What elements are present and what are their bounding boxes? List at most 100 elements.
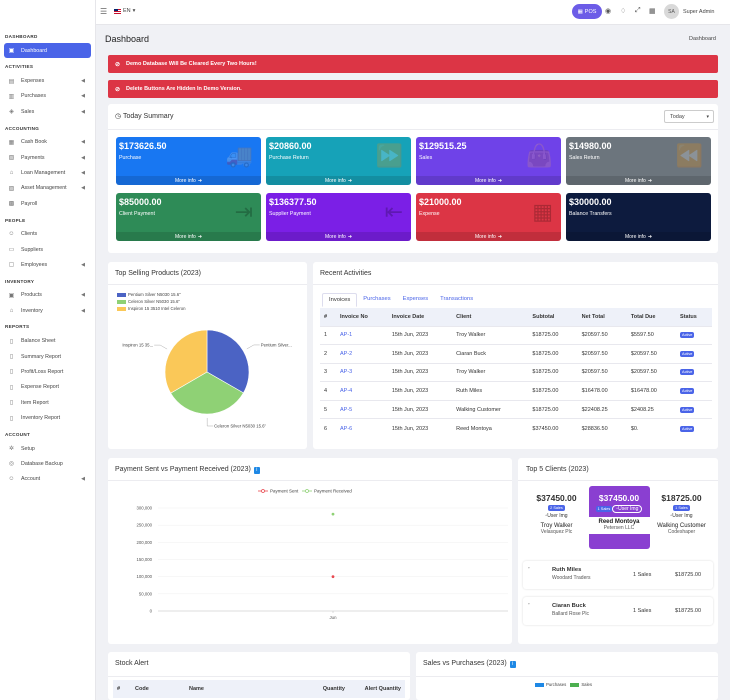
pie-legend-item[interactable]: Celeron Silver N5030 15.6": [117, 299, 186, 304]
sidebar-item-loan-management[interactable]: ⌂ Loan Management ◀: [0, 165, 95, 180]
payments-legend-payment-received[interactable]: Payment Received: [302, 489, 352, 494]
pie-slice-1[interactable]: [206, 329, 250, 394]
tab-transactions[interactable]: Transactions: [440, 296, 474, 302]
stat-value: $14980.00: [569, 141, 612, 151]
payments-legend-payment-sent[interactable]: Payment Sent: [258, 489, 299, 494]
sidebar-item-database-backup[interactable]: ◎ Database Backup: [0, 456, 95, 471]
sidebar-item-account[interactable]: ☺ Account ◀: [0, 472, 95, 487]
pie-slice-2[interactable]: [170, 371, 244, 415]
table-row[interactable]: 5 AP-5 15th Jun, 2023 Walking Customer $1872…: [320, 399, 712, 419]
hamburger-menu-icon[interactable]: ☰: [100, 7, 108, 16]
pie-legend-item[interactable]: Inspiron 15 3510 Intel Celeron: [117, 306, 186, 311]
fullscreen-icon[interactable]: ⤢: [635, 7, 641, 14]
language-selector[interactable]: EN ▾: [114, 8, 135, 14]
data-point-payment-sent[interactable]: [331, 575, 335, 579]
sidebar-item-setup[interactable]: ✲ Setup: [0, 441, 95, 456]
book-icon: ▦: [8, 139, 15, 146]
table-row[interactable]: 2 AP-2 15th Jun, 2023 Ciaran Buck $18725.00 $…: [320, 344, 712, 364]
sidebar-item-dashboard[interactable]: ▣ Dashboard: [4, 43, 91, 59]
more-info-link[interactable]: More info ➜: [266, 176, 411, 185]
breadcrumb[interactable]: Dashboard: [689, 36, 716, 42]
sidebar-item-clients[interactable]: ☺ Clients: [0, 227, 95, 242]
more-info-link[interactable]: More info ➜: [116, 176, 261, 185]
table-cell[interactable]: AP-2: [336, 344, 388, 364]
table-cell[interactable]: AP-5: [336, 399, 388, 419]
payments-chart: Payment Sent Payment Received 300,000 250,0…: [136, 489, 508, 620]
table-cell: $18725.00: [528, 362, 578, 382]
sidebar-item-item-report[interactable]: ▯ Item Report: [0, 395, 95, 410]
client-company: Codeshaper: [667, 529, 696, 535]
data-point-payment-received[interactable]: [331, 512, 335, 516]
more-info-link[interactable]: More info ➜: [116, 232, 261, 241]
client-list-item[interactable]: ▫ Ciaran Buck Ballard Rose Plc 1 Sales $1872…: [523, 597, 713, 625]
sidebar-item-purchases[interactable]: ▥ Purchases ◀: [0, 89, 95, 104]
sidebar-item-label: Item Report: [21, 399, 49, 406]
sidebar-item-summary-report[interactable]: ▯ Summary Report: [0, 349, 95, 364]
column-header-name: Name: [185, 680, 295, 698]
table-row[interactable]: 4 AP-4 15th Jun, 2023 Ruth Miles $18725.00 $1…: [320, 381, 712, 401]
divider: [108, 480, 512, 481]
table-row[interactable]: 3 AP-3 15th Jun, 2023 Troy Walker $18725.00 $…: [320, 362, 712, 382]
table-cell: 5: [320, 399, 336, 419]
avatar[interactable]: SA: [664, 4, 679, 19]
table-row[interactable]: 1 AP-1 15th Jun, 2023 Troy Walker $18725.00 $…: [320, 325, 712, 345]
more-info-link[interactable]: More info ➜: [566, 232, 711, 241]
sidebar-item-inventory-report[interactable]: ▯ Inventory Report: [0, 410, 95, 425]
file-icon: ▯: [9, 415, 14, 422]
table-cell[interactable]: AP-4: [336, 381, 388, 401]
stat-label: Balance Transfers: [569, 211, 612, 217]
tab-purchases[interactable]: Purchases: [363, 296, 391, 302]
sidebar-item-inventory[interactable]: ⌂ Inventory ◀: [0, 303, 95, 318]
tab-expenses[interactable]: Expenses: [402, 296, 429, 302]
legend-label: Celeron Silver N5030 15.6": [128, 299, 180, 304]
table-cell: 15th Jun, 2023: [387, 399, 453, 419]
top-client-card[interactable]: $18725.00 1 Sales ▫User Img Walking Custome…: [651, 486, 712, 549]
settings-circle-icon[interactable]: ◉: [605, 8, 612, 15]
sidebar-item-expense-report[interactable]: ▯ Expense Report: [0, 380, 95, 395]
apps-grid-icon[interactable]: ▦: [649, 8, 656, 15]
sidebar-item-payments[interactable]: ▧ Payments ◀: [0, 150, 95, 165]
sales-purchases-legend: Purchases Sales: [535, 682, 592, 689]
pos-button[interactable]: ▦ POS: [572, 4, 602, 19]
sidebar-item-expenses[interactable]: ▤ Expenses ◀: [0, 73, 95, 88]
pie-legend-item[interactable]: Pentium Silver N5030 15.6": [117, 292, 186, 297]
sidebar-item-asset-management[interactable]: ▨ Asset Management ◀: [0, 181, 95, 196]
user-name[interactable]: Super Admin: [683, 9, 715, 15]
bell-icon[interactable]: ♢: [620, 8, 627, 15]
sidebar-item-label: Purchases: [21, 93, 47, 100]
sidebar-item-products[interactable]: ▣ Products ◀: [0, 288, 95, 303]
sidebar-item-balance-sheet[interactable]: ▯ Balance Sheet: [0, 333, 95, 348]
sidebar-item-cash-book[interactable]: ▦ Cash Book ◀: [0, 135, 95, 150]
more-info-link[interactable]: More info ➜: [566, 176, 711, 185]
sidebar-item-payroll[interactable]: ▩ Payroll: [0, 196, 95, 211]
more-info-link[interactable]: More info ➜: [416, 232, 561, 241]
more-info-link[interactable]: More info ➜: [266, 232, 411, 241]
top-client-card[interactable]: $37450.00 1 Sales ▫User Img Reed Montoya Pet…: [588, 486, 650, 549]
sidebar-item-suppliers[interactable]: ▭ Suppliers: [0, 242, 95, 257]
top-client-card[interactable]: $37450.00 2 Sales ▫User Img Troy Walker Vela…: [526, 486, 587, 549]
info-icon[interactable]: i: [509, 660, 516, 668]
legend-item-sales[interactable]: Sales: [570, 682, 592, 687]
table-cell[interactable]: AP-1: [336, 325, 388, 345]
briefcase-icon: ▨: [8, 185, 15, 192]
info-icon[interactable]: i: [253, 466, 260, 474]
legend-item-purchases[interactable]: Purchases: [535, 682, 566, 687]
pie-slice-3[interactable]: [164, 329, 208, 394]
more-info-link[interactable]: More info ➜: [416, 176, 561, 185]
table-cell[interactable]: AP-6: [336, 418, 388, 438]
table-cell[interactable]: AP-3: [336, 362, 388, 382]
table-cell: $37450.00: [528, 418, 578, 438]
client-list-item[interactable]: ▫ Ruth Miles Woodard Traders 1 Sales $18725.…: [523, 561, 713, 589]
table-row[interactable]: 6 AP-6 15th Jun, 2023 Reed Montoya $37450.00…: [320, 418, 712, 438]
sidebar-item-sales[interactable]: ◈ Sales ◀: [0, 104, 95, 119]
column-header-alert-quantity: Alert Quantity: [349, 680, 405, 698]
period-select[interactable]: Today ▾: [664, 110, 714, 123]
table-cell: Reed Montoya: [452, 418, 529, 438]
sidebar-item-employees[interactable]: ▢ Employees ◀: [0, 257, 95, 272]
table-cell: $22408.25: [577, 399, 627, 419]
tab-invoices[interactable]: Invoices: [322, 293, 358, 307]
sidebar: DASHBOARD ▣ Dashboard ACTIVITIES ▤ Expenses ◀ ▥…: [0, 0, 96, 700]
sidebar-item-profit-loss-report[interactable]: ▯ Profit/Loss Report: [0, 364, 95, 379]
arrow-circle-right-icon: ➜: [647, 177, 653, 184]
table-cell: Active: [676, 399, 712, 419]
